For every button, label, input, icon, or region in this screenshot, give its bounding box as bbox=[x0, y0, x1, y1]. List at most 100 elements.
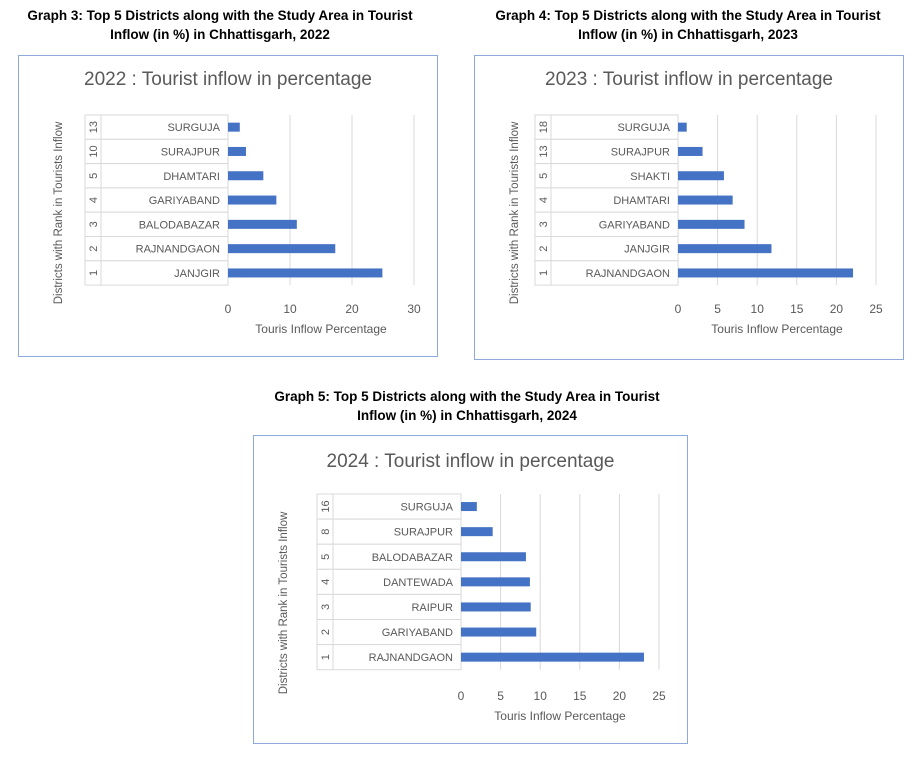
x-tick-label: 10 bbox=[751, 302, 765, 316]
bar-balodabazar bbox=[461, 552, 526, 562]
rank-label: 2 bbox=[320, 629, 332, 635]
plot-area: 0 10 20 30 1 3 SURGUJA 10 SURAJPUR 5 DHAMTARI 4 GARI… bbox=[84, 114, 421, 316]
rank-label: 5 bbox=[538, 173, 550, 179]
graph-5-title: Graph 5: Top 5 Districts along with the … bbox=[274, 389, 660, 423]
rank-label: 4 bbox=[320, 579, 332, 585]
rank-label: 3 bbox=[88, 221, 100, 227]
category-label: RAJNANDGAON bbox=[369, 652, 453, 664]
graph-3-title: Graph 3: Top 5 Districts along with the … bbox=[27, 8, 413, 42]
bar-surguja bbox=[678, 122, 687, 132]
rank-label: 1 bbox=[538, 270, 550, 276]
rank-label: 2 bbox=[88, 246, 100, 252]
category-cell bbox=[100, 211, 229, 237]
x-tick-label: 15 bbox=[573, 689, 587, 703]
x-tick-label: 10 bbox=[534, 689, 548, 703]
category-cell bbox=[550, 138, 679, 165]
bar-janjgir bbox=[228, 268, 383, 278]
rank-label: 18 bbox=[538, 121, 550, 133]
category-cell bbox=[332, 493, 462, 520]
category-cell bbox=[332, 543, 462, 570]
bar-surajpur bbox=[228, 146, 246, 156]
category-label: SURGUJA bbox=[400, 502, 453, 514]
category-label: RAJNANDGAON bbox=[136, 244, 220, 256]
bar-rajnandgaon bbox=[678, 268, 854, 278]
rank-label: 16 bbox=[320, 500, 332, 512]
x-axis-title: Touris Inflow Percentage bbox=[711, 322, 843, 336]
x-axis-title: Touris Inflow Percentage bbox=[255, 322, 387, 336]
bar-dantewada bbox=[461, 577, 530, 587]
category-label: BALODABAZAR bbox=[372, 552, 453, 564]
category-label: DHAMTARI bbox=[163, 171, 220, 183]
rank-label: 13 bbox=[538, 145, 550, 157]
category-cell bbox=[100, 260, 229, 286]
rank-label: 2 bbox=[538, 246, 550, 252]
rank-label: 5 bbox=[320, 554, 332, 560]
bar-surajpur bbox=[678, 146, 703, 156]
category-label: JANJGIR bbox=[624, 244, 670, 256]
category-label: GARIYABAND bbox=[149, 195, 220, 207]
bar-janjgir bbox=[678, 244, 772, 254]
category-label: SURAJPUR bbox=[161, 146, 220, 158]
bar-balodabazar bbox=[228, 219, 297, 229]
category-cell bbox=[550, 187, 679, 213]
x-axis-title: Touris Inflow Percentage bbox=[494, 709, 626, 723]
rank-label: 4 bbox=[538, 197, 550, 203]
bar-dhamtari bbox=[228, 171, 264, 181]
chart-title: 2023 : Tourist inflow in percentage bbox=[545, 69, 833, 90]
category-cell bbox=[550, 260, 679, 286]
rank-label: 1 bbox=[320, 654, 332, 660]
x-tick-label: 0 bbox=[225, 302, 232, 316]
rank-label: 3 bbox=[320, 604, 332, 610]
rank-label: 3 bbox=[538, 221, 550, 227]
category-cell bbox=[550, 163, 679, 189]
rank-label: 4 bbox=[88, 197, 100, 203]
chart-2023: 2023 : Tourist inflow in percentage Dist… bbox=[474, 55, 904, 360]
category-label: SURGUJA bbox=[167, 122, 220, 134]
chart-2022: 2022 : Tourist inflow in percentage Dist… bbox=[18, 55, 438, 357]
bar-raipur bbox=[461, 602, 531, 612]
x-tick-label: 30 bbox=[407, 302, 421, 316]
category-label: BALODABAZAR bbox=[139, 219, 220, 231]
category-label: JANJGIR bbox=[174, 268, 220, 280]
x-tick-label: 20 bbox=[613, 689, 627, 703]
graph-4-title: Graph 4: Top 5 Districts along with the … bbox=[495, 8, 881, 42]
chart-title: 2022 : Tourist inflow in percentage bbox=[84, 69, 372, 90]
category-label: SHAKTI bbox=[630, 171, 670, 183]
category-label: SURAJPUR bbox=[394, 527, 453, 539]
category-cell bbox=[332, 644, 462, 671]
bar-gariyaband bbox=[228, 195, 277, 205]
chart-title: 2024 : Tourist inflow in percentage bbox=[326, 451, 615, 472]
category-label: RAIPUR bbox=[411, 602, 453, 614]
category-label: GARIYABAND bbox=[599, 219, 670, 231]
category-label: GARIYABAND bbox=[382, 627, 453, 639]
x-tick-label: 25 bbox=[869, 302, 883, 316]
bar-gariyaband bbox=[678, 219, 745, 229]
rank-label: 5 bbox=[88, 173, 100, 179]
bar-surguja bbox=[461, 502, 477, 512]
category-label: SURAJPUR bbox=[611, 146, 670, 158]
category-label: RAJNANDGAON bbox=[586, 268, 670, 280]
x-tick-label: 0 bbox=[458, 689, 465, 703]
bar-shakti bbox=[678, 171, 724, 181]
category-cell bbox=[332, 568, 462, 595]
x-tick-label: 20 bbox=[345, 302, 359, 316]
x-tick-label: 20 bbox=[830, 302, 844, 316]
plot-area: 0 5 10 15 20 25 16 SURGUJA 8 SURAJPUR 5 BALODABAZAR… bbox=[316, 493, 666, 703]
rank-label: 1 bbox=[88, 270, 100, 276]
x-tick-label: 0 bbox=[675, 302, 682, 316]
x-tick-label: 5 bbox=[714, 302, 721, 316]
x-tick-label: 10 bbox=[283, 302, 297, 316]
rank-label: 8 bbox=[320, 529, 332, 535]
bar-rajnandgaon bbox=[228, 244, 336, 254]
category-label: DANTEWADA bbox=[383, 577, 454, 589]
category-label: DHAMTARI bbox=[613, 195, 670, 207]
rank-label: 10 bbox=[88, 145, 100, 157]
bar-rajnandgaon bbox=[461, 652, 644, 662]
category-label: SURGUJA bbox=[617, 122, 670, 134]
x-tick-label: 25 bbox=[652, 689, 666, 703]
bar-surguja bbox=[228, 122, 240, 132]
bar-gariyaband bbox=[461, 627, 537, 637]
bar-surajpur bbox=[461, 527, 493, 537]
category-cell bbox=[332, 619, 462, 646]
